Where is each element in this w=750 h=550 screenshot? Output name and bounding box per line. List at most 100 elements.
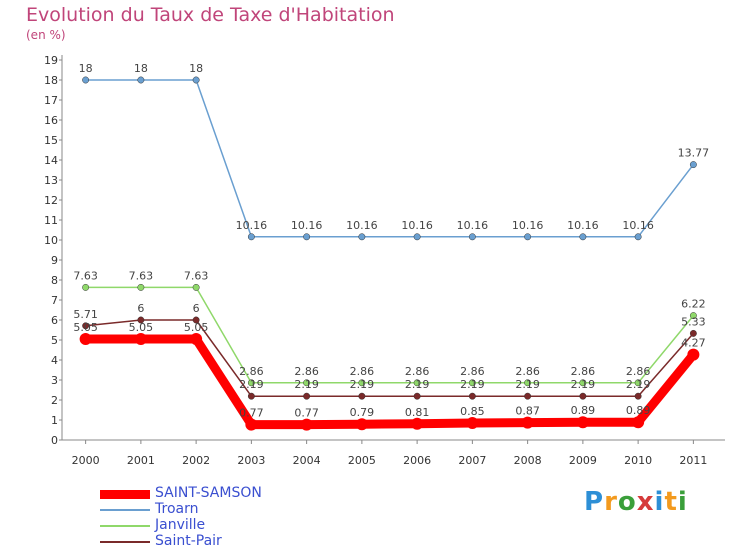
data-label: 5.71	[73, 308, 98, 321]
x-tick-label: 2008	[514, 454, 542, 467]
data-point	[82, 76, 90, 84]
data-point	[300, 418, 313, 431]
data-label: 10.16	[401, 219, 433, 232]
y-tick-label: 13	[44, 174, 58, 187]
y-tick-label: 11	[44, 214, 58, 227]
y-tick-label: 12	[44, 194, 58, 207]
legend-swatch	[100, 541, 150, 543]
data-point	[576, 416, 589, 429]
data-point	[358, 392, 366, 400]
data-point	[411, 417, 424, 430]
data-label: 10.16	[622, 219, 654, 232]
data-label: 2.86	[515, 365, 540, 378]
data-point	[137, 76, 145, 84]
data-point	[137, 316, 145, 324]
data-label: 2.86	[294, 365, 319, 378]
data-point	[689, 161, 697, 169]
data-point	[689, 329, 697, 337]
data-point	[413, 233, 421, 241]
data-label: 0.81	[405, 406, 430, 419]
series-line-0	[81, 334, 698, 430]
y-tick-label: 9	[51, 254, 58, 267]
series-line-3	[84, 319, 695, 397]
data-point	[82, 322, 90, 330]
data-label: 5.05	[73, 321, 98, 334]
data-label: 6	[193, 302, 200, 315]
data-point	[192, 316, 200, 324]
data-point	[524, 233, 532, 241]
data-point	[192, 76, 200, 84]
data-point	[358, 379, 366, 387]
data-point	[579, 233, 587, 241]
data-label: 2.86	[405, 365, 430, 378]
series-line-1	[84, 79, 695, 238]
data-label: 4.27	[681, 337, 706, 350]
data-label: 2.19	[239, 378, 264, 391]
x-tick-label: 2000	[72, 454, 100, 467]
y-tick-label: 4	[51, 354, 58, 367]
data-point	[413, 379, 421, 387]
x-tick-label: 2006	[403, 454, 431, 467]
data-point	[303, 233, 311, 241]
data-point	[134, 333, 147, 345]
data-label: 2.86	[626, 365, 651, 378]
data-point	[303, 379, 311, 387]
data-label: 10.16	[346, 219, 378, 232]
series-lines	[81, 79, 698, 430]
y-tick-label: 1	[51, 414, 58, 427]
x-tick-label: 2011	[679, 454, 707, 467]
data-point	[468, 233, 476, 241]
y-tick-label: 16	[44, 114, 58, 127]
data-point	[79, 333, 92, 345]
data-point	[524, 379, 532, 387]
x-tick-label: 2004	[293, 454, 321, 467]
y-tick-label: 19	[44, 54, 58, 67]
data-label: 10.16	[567, 219, 599, 232]
data-label: 18	[134, 62, 148, 75]
data-label: 6	[137, 302, 144, 315]
y-tick-label: 18	[44, 74, 58, 87]
data-point	[687, 348, 700, 361]
data-label: 2.86	[350, 365, 375, 378]
y-tick-label: 8	[51, 274, 58, 287]
y-tick-label: 0	[51, 434, 58, 447]
x-tick-label: 2003	[237, 454, 265, 467]
data-point	[634, 379, 642, 387]
data-label: 0.85	[460, 405, 485, 418]
data-point	[190, 333, 203, 345]
legend-swatch	[100, 509, 150, 511]
data-labels: 5.05 5.05 5.05 0.77 0.77 0.79 0.81 0.85 0.87 0.89…	[73, 62, 709, 420]
data-label: 2.19	[515, 378, 540, 391]
data-label: 5.05	[129, 321, 154, 334]
data-point	[82, 283, 90, 291]
x-tick-label: 2005	[348, 454, 376, 467]
proxiti-logo: Proxiti	[584, 487, 688, 517]
data-point	[355, 418, 368, 431]
data-label: 10.16	[236, 219, 268, 232]
data-point	[632, 416, 645, 429]
data-label: 2.19	[626, 378, 651, 391]
y-tick-label: 17	[44, 94, 58, 107]
data-label: 6.22	[681, 298, 706, 311]
data-label: 7.63	[184, 269, 209, 282]
data-label: 0.87	[515, 405, 540, 418]
data-point	[634, 392, 642, 400]
y-tick-label: 3	[51, 374, 58, 387]
y-tick-label: 7	[51, 294, 58, 307]
data-label: 2.19	[460, 378, 485, 391]
data-label: 2.86	[239, 365, 264, 378]
data-label: 10.16	[457, 219, 489, 232]
data-label: 10.16	[291, 219, 323, 232]
data-label: 0.77	[239, 407, 264, 420]
data-label: 7.63	[73, 269, 98, 282]
y-tick-label: 10	[44, 234, 58, 247]
y-tick-label: 14	[44, 154, 58, 167]
x-tick-label: 2001	[127, 454, 155, 467]
data-label: 5.33	[681, 315, 706, 328]
data-label: 0.89	[626, 404, 651, 417]
data-point	[468, 379, 476, 387]
data-point	[413, 392, 421, 400]
data-label: 18	[79, 62, 93, 75]
